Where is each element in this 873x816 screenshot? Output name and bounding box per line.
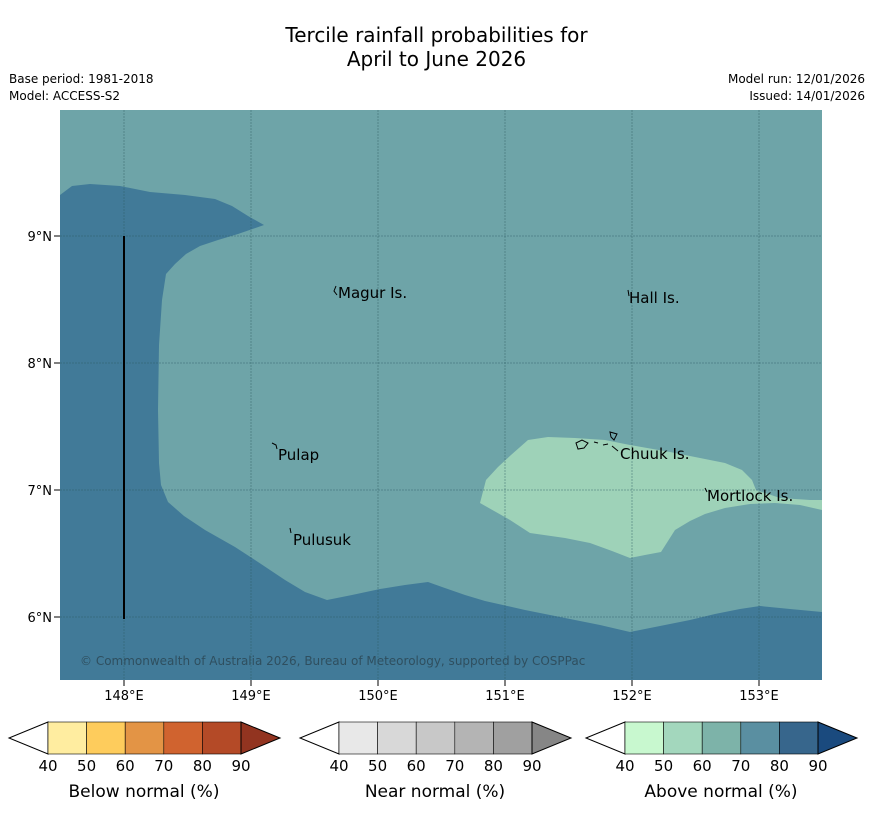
cbar-near-tick: 80 <box>484 757 503 775</box>
cbar-above-bin <box>779 721 819 755</box>
y-tick-label: 6°N <box>28 611 53 626</box>
colorbar-above-normal: 40 50 60 70 80 90 Above normal (%) <box>584 721 859 802</box>
cbar-below-min-extend <box>7 721 49 755</box>
island-hall <box>627 289 630 297</box>
cbar-below-bin <box>47 721 87 755</box>
cbar-below-bin <box>86 721 126 755</box>
cbar-below-tick: 90 <box>231 757 250 775</box>
base-period: Base period: 1981-2018 <box>9 72 154 86</box>
cbar-near-bin <box>377 721 417 755</box>
cbar-near-max-extend <box>531 721 573 755</box>
model-run: Model run: 12/01/2026 <box>727 72 865 86</box>
y-tick-label: 8°N <box>28 357 53 372</box>
cbar-below-max-extend <box>240 721 282 755</box>
colorbar-near-normal: 40 50 60 70 80 90 Near normal (%) <box>298 721 573 802</box>
place-label-hall: Hall Is. <box>629 289 680 307</box>
x-tick-label: 153°E <box>739 689 779 704</box>
x-axis: 148°E 149°E 150°E 151°E 152°E 153°E <box>104 680 779 704</box>
cbar-near-title: Near normal (%) <box>365 782 505 802</box>
cbar-near-tick: 50 <box>368 757 387 775</box>
cbar-below-tick: 60 <box>116 757 135 775</box>
cbar-below-bin <box>202 721 242 755</box>
cbar-below-bin <box>124 721 165 755</box>
model-name: Model: ACCESS-S2 <box>9 89 121 103</box>
place-label-pulap: Pulap <box>278 446 319 464</box>
region-above-80-90 <box>60 184 822 680</box>
y-tick-label: 7°N <box>28 484 53 499</box>
cbar-near-bin <box>454 721 494 755</box>
island-chuuk <box>575 431 619 452</box>
y-tick-label: 9°N <box>28 230 53 245</box>
cbar-above-bin <box>663 721 703 755</box>
cbar-above-title: Above normal (%) <box>644 782 797 802</box>
cbar-below-tick: 70 <box>154 757 173 775</box>
cbar-near-bin <box>338 721 378 755</box>
map-title-line2: April to June 2026 <box>346 47 527 71</box>
x-tick-label: 150°E <box>358 689 398 704</box>
cbar-above-bin <box>701 721 742 755</box>
island-pulap <box>271 442 278 450</box>
cbar-below-tick: 40 <box>38 757 57 775</box>
x-tick-label: 152°E <box>612 689 652 704</box>
x-tick-label: 148°E <box>104 689 144 704</box>
cbar-below-tick: 50 <box>77 757 96 775</box>
place-label-pulusuk: Pulusuk <box>293 531 351 549</box>
cbar-above-tick: 80 <box>770 757 789 775</box>
cbar-near-bin <box>415 721 456 755</box>
y-axis: 9°N 8°N 7°N 6°N <box>28 230 60 626</box>
copyright-notice: © Commonwealth of Australia 2026, Bureau… <box>80 654 585 668</box>
cbar-below-bin <box>163 721 203 755</box>
cbar-above-max-extend <box>817 721 859 755</box>
x-tick-label: 151°E <box>485 689 525 704</box>
cbar-near-tick: 70 <box>445 757 464 775</box>
cbar-above-tick: 90 <box>808 757 827 775</box>
region-above-50-60 <box>480 437 822 558</box>
cbar-above-min-extend <box>584 721 626 755</box>
cbar-near-min-extend <box>298 721 340 755</box>
place-label-mortlock: Mortlock Is. <box>707 487 793 505</box>
cbar-above-bin <box>624 721 664 755</box>
cbar-near-tick: 40 <box>329 757 348 775</box>
island-magur <box>333 285 338 296</box>
cbar-below-tick: 80 <box>193 757 212 775</box>
cbar-above-tick: 50 <box>654 757 673 775</box>
cbar-above-tick: 40 <box>615 757 634 775</box>
island-pulusuk <box>289 527 292 534</box>
map-title-line1: Tercile rainfall probabilities for <box>285 23 588 47</box>
cbar-below-title: Below normal (%) <box>69 782 220 802</box>
place-label-chuuk: Chuuk Is. <box>620 445 689 463</box>
issued-date: Issued: 14/01/2026 <box>749 89 865 103</box>
place-label-magur: Magur Is. <box>338 284 407 302</box>
cbar-above-tick: 70 <box>731 757 750 775</box>
cbar-near-tick: 60 <box>407 757 426 775</box>
cbar-above-tick: 60 <box>693 757 712 775</box>
x-tick-label: 149°E <box>231 689 271 704</box>
island-mortlock <box>704 487 708 493</box>
island-outlines <box>271 285 708 534</box>
cbar-near-bin <box>493 721 533 755</box>
cbar-above-bin <box>740 721 780 755</box>
colorbar-below-normal: 40 50 60 70 80 90 Below normal (%) <box>7 721 282 802</box>
cbar-near-tick: 90 <box>522 757 541 775</box>
